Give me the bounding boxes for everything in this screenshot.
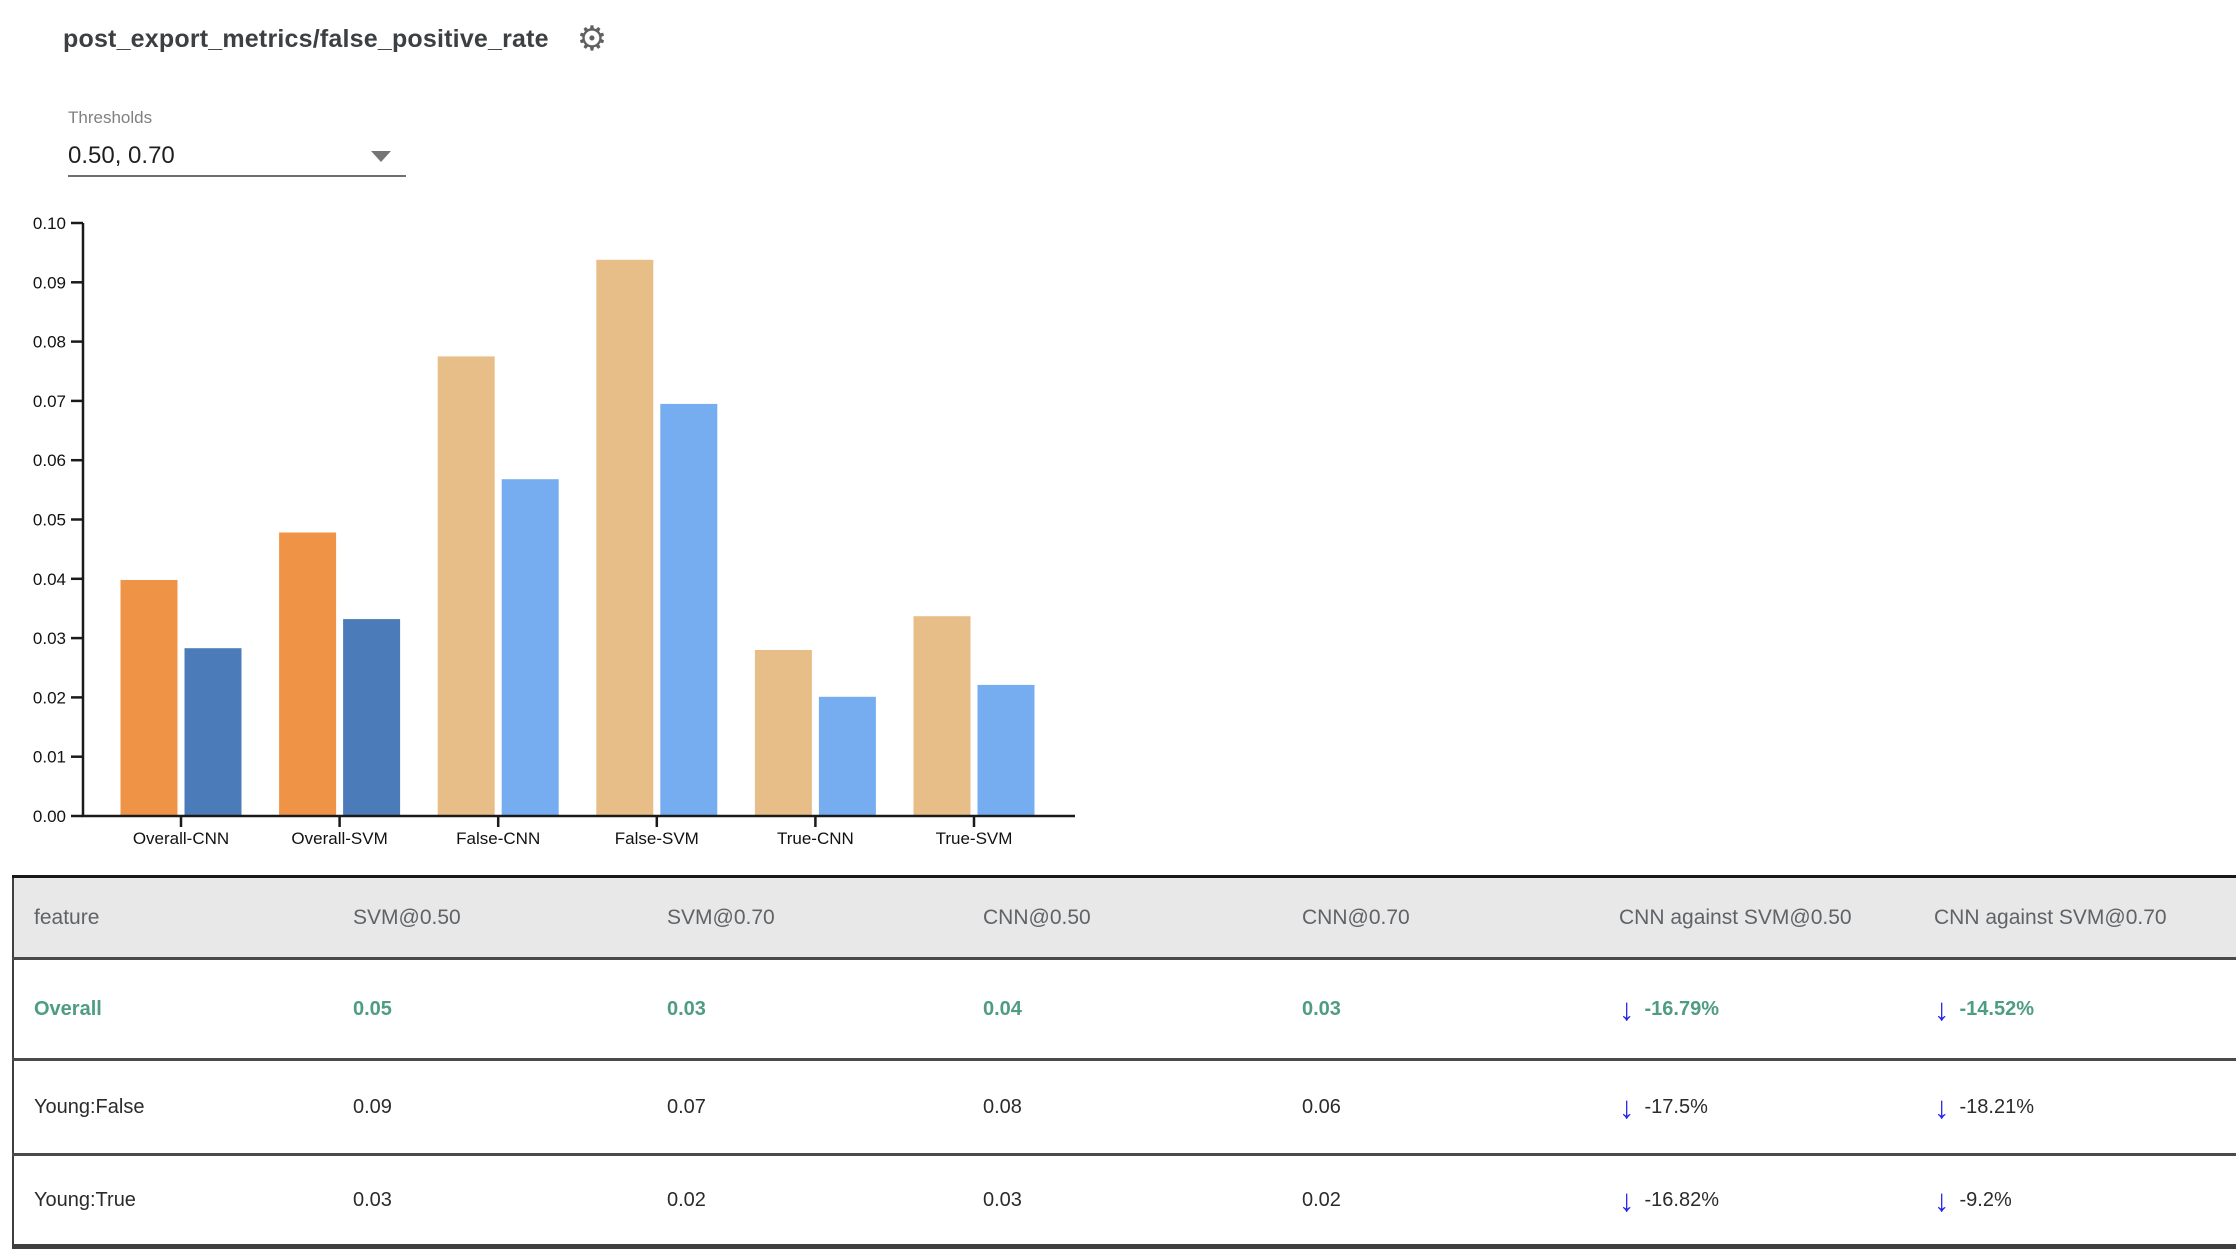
- table-row-young-false[interactable]: Young:False 0.09 0.07 0.08 0.06 ↓ -17.5% …: [13, 1059, 2236, 1155]
- thresholds-control: Thresholds 0.50, 0.70: [68, 108, 406, 177]
- y-tick-label: 0.00: [33, 807, 66, 826]
- y-tick-label: 0.01: [33, 748, 66, 767]
- diff-percent: -18.21%: [1959, 1095, 2035, 1118]
- metric-value: 0.05: [353, 997, 392, 1020]
- column-header-label: CNN against SVM@0.50: [1619, 905, 1852, 929]
- column-header-label: feature: [34, 905, 100, 929]
- x-category-label: True-CNN: [777, 829, 854, 848]
- metric-value: 0.04: [983, 997, 1022, 1020]
- column-header-label: CNN against SVM@0.70: [1934, 905, 2167, 929]
- bar-True-CNN-threshold0.50[interactable]: [754, 650, 812, 816]
- feature-name: Overall: [34, 997, 102, 1020]
- y-tick-label: 0.05: [33, 511, 66, 530]
- bar-False-CNN-threshold0.50[interactable]: [437, 356, 495, 816]
- y-tick-label: 0.07: [33, 392, 66, 411]
- column-header-label: CNN@0.50: [983, 905, 1091, 929]
- column-header-diff-070: CNN against SVM@0.70: [1914, 877, 2236, 959]
- metric-header: post_export_metrics/false_positive_rate …: [63, 22, 607, 56]
- table-header-row: feature SVM@0.50 SVM@0.70 CNN@0.50 CNN@0…: [13, 876, 2236, 959]
- y-tick-label: 0.03: [33, 629, 66, 648]
- diff-percent: -14.52%: [1959, 997, 2035, 1020]
- x-category-label: False-CNN: [456, 829, 540, 848]
- bar-Overall-SVM-threshold0.70[interactable]: [343, 619, 401, 816]
- column-header-diff-050: CNN against SVM@0.50: [1599, 877, 1914, 959]
- y-tick-label: 0.08: [33, 333, 66, 352]
- column-header-label: SVM@0.70: [667, 905, 775, 929]
- bar-False-CNN-threshold0.70[interactable]: [501, 479, 559, 816]
- diff-percent: -9.2%: [1959, 1188, 2012, 1211]
- x-category-label: Overall-SVM: [291, 829, 387, 848]
- metric-value: 0.08: [983, 1095, 1022, 1118]
- down-arrow-icon: ↓: [1934, 991, 1950, 1027]
- y-tick-label: 0.06: [33, 451, 66, 470]
- bar-False-SVM-threshold0.50[interactable]: [596, 259, 654, 816]
- metric-value: 0.07: [667, 1095, 706, 1118]
- bar-chart: 0.00 0.01 0.02 0.03 0.04 0.05 0.06 0.07 0.08 0.09…: [33, 214, 1075, 848]
- bar-True-SVM-threshold0.50[interactable]: [913, 616, 971, 816]
- thresholds-value: 0.50, 0.70: [68, 142, 175, 169]
- metric-value: 0.03: [353, 1188, 392, 1211]
- y-tick-label: 0.10: [33, 214, 66, 233]
- down-arrow-icon: ↓: [1934, 1182, 1950, 1218]
- bar-True-SVM-threshold0.70[interactable]: [977, 684, 1035, 816]
- column-header-label: CNN@0.70: [1302, 905, 1410, 929]
- y-tick-label: 0.09: [33, 273, 66, 292]
- down-arrow-icon: ↓: [1934, 1089, 1950, 1125]
- feature-name: Young:False: [34, 1095, 145, 1118]
- column-header-svm-050: SVM@0.50: [333, 877, 647, 959]
- column-header-cnn-070: CNN@0.70: [1282, 877, 1599, 959]
- feature-name: Young:True: [34, 1188, 136, 1211]
- down-arrow-icon: ↓: [1619, 1089, 1635, 1125]
- table-row-overall[interactable]: Overall 0.05 0.03 0.04 0.03 ↓ -16.79% ↓ -1…: [13, 958, 2236, 1060]
- x-category-label: Overall-CNN: [133, 829, 229, 848]
- metric-value: 0.06: [1302, 1095, 1341, 1118]
- bar-False-SVM-threshold0.70[interactable]: [660, 403, 718, 816]
- column-header-feature: feature: [13, 877, 333, 959]
- metric-title: post_export_metrics/false_positive_rate: [63, 24, 549, 53]
- diff-percent: -17.5%: [1644, 1095, 1708, 1118]
- table-row-young-true[interactable]: Young:True 0.03 0.02 0.03 0.02 ↓ -16.82% …: [13, 1154, 2236, 1247]
- chevron-down-icon: [371, 150, 391, 162]
- y-tick-label: 0.04: [33, 570, 66, 589]
- diff-percent: -16.79%: [1644, 997, 1720, 1020]
- down-arrow-icon: ↓: [1619, 1182, 1635, 1218]
- metric-value: 0.03: [1302, 997, 1341, 1020]
- metric-value: 0.02: [1302, 1188, 1341, 1211]
- column-header-label: SVM@0.50: [353, 905, 461, 929]
- y-tick-label: 0.02: [33, 688, 66, 707]
- bar-Overall-CNN-threshold0.70[interactable]: [184, 648, 242, 816]
- bar-Overall-CNN-threshold0.50[interactable]: [120, 580, 178, 816]
- settings-gear-icon[interactable]: ⚙: [576, 20, 608, 58]
- diff-percent: -16.82%: [1644, 1188, 1720, 1211]
- metric-value: 0.09: [353, 1095, 392, 1118]
- column-header-svm-070: SVM@0.70: [647, 877, 963, 959]
- bar-Overall-SVM-threshold0.50[interactable]: [279, 532, 337, 817]
- x-category-label: False-SVM: [615, 829, 699, 848]
- bar-True-CNN-threshold0.70[interactable]: [818, 696, 876, 816]
- thresholds-dropdown[interactable]: 0.50, 0.70: [68, 137, 406, 177]
- metric-value: 0.03: [667, 997, 706, 1020]
- metric-value: 0.02: [667, 1188, 706, 1211]
- down-arrow-icon: ↓: [1619, 991, 1635, 1027]
- metric-value: 0.03: [983, 1188, 1022, 1211]
- metrics-table: feature SVM@0.50 SVM@0.70 CNN@0.50 CNN@0…: [12, 875, 2236, 1249]
- x-category-label: True-SVM: [936, 829, 1013, 848]
- thresholds-label: Thresholds: [68, 108, 153, 127]
- metrics-table-wrap: feature SVM@0.50 SVM@0.70 CNN@0.50 CNN@0…: [12, 875, 2236, 1249]
- column-header-cnn-050: CNN@0.50: [963, 877, 1282, 959]
